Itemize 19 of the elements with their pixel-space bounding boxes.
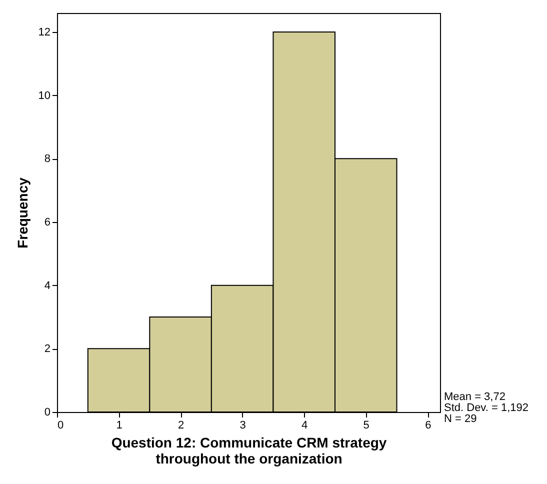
- x-tick-label: 2: [178, 420, 184, 432]
- y-tick-label: 8: [44, 153, 50, 166]
- y-tick-label: 6: [44, 216, 50, 228]
- x-tick-label: 3: [240, 420, 246, 432]
- y-tick-label: 12: [38, 26, 50, 38]
- x-tick-label: 1: [116, 420, 122, 432]
- text: Std. Dev. = 1,192: [444, 402, 528, 414]
- text: Mean = 3,72: [444, 391, 506, 403]
- x-tick-label: 5: [363, 420, 370, 432]
- x-tick-label: 0: [58, 420, 64, 432]
- y-tick-label: 2: [44, 343, 50, 356]
- x-axis-title: Question 12: Communicate CRM strategy throughout the organization: [111, 434, 387, 466]
- text: N = 29: [444, 413, 478, 425]
- y-tick-label: 4: [44, 280, 50, 292]
- x-tick-label: 4: [302, 420, 308, 432]
- x-tick-label: 6: [425, 420, 432, 432]
- y-tick-label: 10: [38, 90, 50, 102]
- y-axis-title: Frequency: [14, 177, 30, 248]
- y-tick-label: 0: [44, 406, 50, 418]
